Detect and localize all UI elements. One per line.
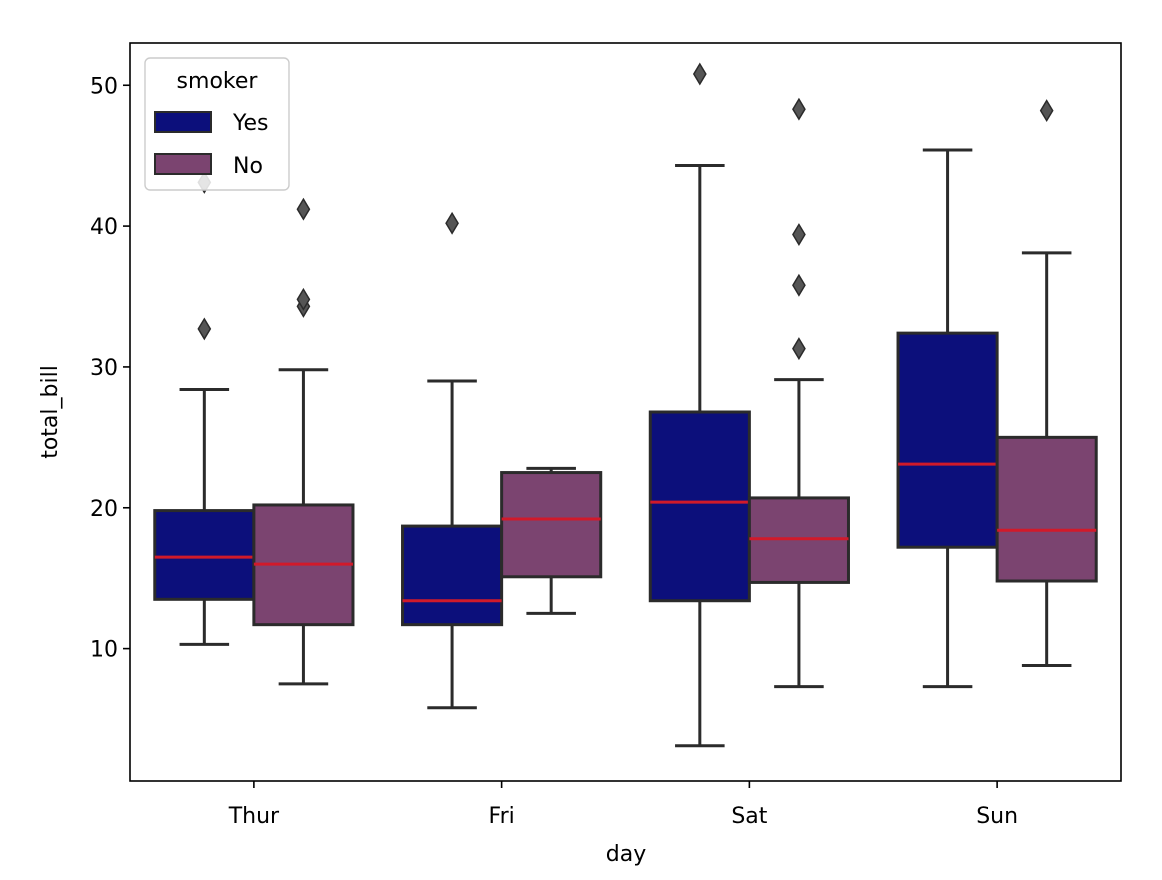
x-axis: Thur Fri Sat Sun <box>228 781 1018 829</box>
x-tick-label: Sat <box>731 804 767 829</box>
plot-frame <box>129 42 1122 782</box>
box-sat-no-flier <box>792 337 806 361</box>
y-tick-label: 10 <box>90 638 118 663</box>
legend-swatch-yes <box>154 111 212 133</box>
box-sat-no-flier <box>792 97 806 121</box>
x-tick-label: Thur <box>228 804 280 829</box>
box-thur-yes-iqr <box>153 509 256 601</box>
box-sun-yes <box>896 148 999 689</box>
box-thur-no <box>252 197 355 686</box>
legend-swatch-no <box>154 153 212 175</box>
box-thur-no-flier <box>296 197 311 221</box>
box-fri-yes-iqr <box>401 524 504 627</box>
box-thur-yes-flier <box>197 317 212 341</box>
box-sun-yes-iqr <box>896 331 999 549</box>
box-fri-yes <box>401 211 504 710</box>
box-sat-no-flier <box>792 273 806 297</box>
box-thur-no-flier <box>296 287 311 311</box>
legend-label-no: No <box>233 154 263 179</box>
box-fri-no-iqr <box>500 471 603 579</box>
y-tick-label: 20 <box>90 497 118 522</box>
y-axis: 10 20 30 40 50 <box>90 74 130 663</box>
box-sun-no-flier <box>1039 99 1054 123</box>
boxes-layer <box>153 62 1098 748</box>
x-tick-label: Sun <box>976 804 1018 829</box>
y-tick-label: 30 <box>90 356 118 381</box>
box-sat-yes-iqr <box>648 410 751 603</box>
y-tick-label: 50 <box>90 74 118 99</box>
y-axis-label: total_bill <box>38 365 63 459</box>
y-tick-label: 40 <box>90 215 118 240</box>
x-axis-label: day <box>606 842 646 867</box>
box-sat-no <box>747 97 850 689</box>
box-sat-yes <box>648 62 751 748</box>
box-fri-no <box>500 466 603 615</box>
box-sun-no <box>995 99 1098 668</box>
legend-title: smoker <box>177 69 259 94</box>
box-sat-no-flier <box>792 223 806 246</box>
box-sat-yes-flier <box>692 62 707 86</box>
box-sun-no-iqr <box>995 435 1098 583</box>
legend-label-yes: Yes <box>232 111 269 136</box>
legend: smoker Yes No <box>144 57 290 191</box>
box-fri-yes-flier <box>445 211 459 235</box>
x-tick-label: Fri <box>489 804 515 829</box>
